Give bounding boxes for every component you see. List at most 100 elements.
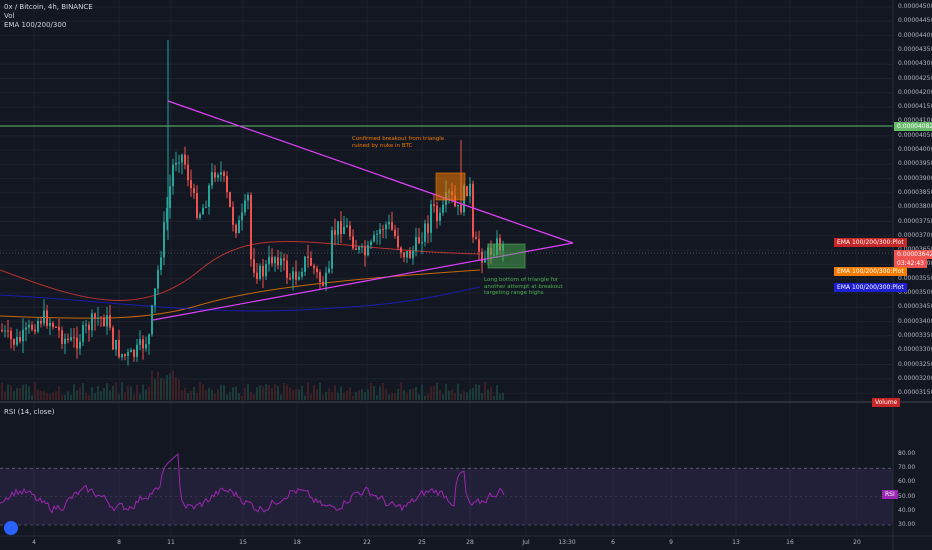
volume-bar xyxy=(271,388,273,400)
price-tick: 0.00003750 xyxy=(898,217,932,225)
ema-indicator-label[interactable]: EMA 100/200/300 xyxy=(4,21,67,29)
volume-indicator-label[interactable]: Vol xyxy=(4,12,15,20)
volume-bar xyxy=(100,391,102,400)
candle-body xyxy=(124,354,126,357)
volume-bar xyxy=(235,386,237,400)
candle-body xyxy=(439,212,441,221)
candle-body xyxy=(28,324,30,328)
volume-bar xyxy=(241,395,243,400)
candle-body xyxy=(79,341,81,349)
volume-bar xyxy=(301,385,303,400)
candle-body xyxy=(265,264,267,277)
candle-body xyxy=(403,252,405,258)
volume-bar xyxy=(1,382,3,400)
candle-body xyxy=(343,226,345,235)
time-axis[interactable]: 4 8 11 15 18 22 25 28 Jul 13:30 6 9 13 16 20 xyxy=(0,536,893,550)
volume-bar xyxy=(181,390,183,400)
volume-bar xyxy=(190,391,192,400)
candle-body xyxy=(154,288,156,306)
candle-body xyxy=(355,248,357,250)
volume-bar xyxy=(502,392,504,400)
candle-body xyxy=(175,162,177,165)
ema-blue-badge: EMA 100/200/300:Plot xyxy=(834,283,907,292)
candle-body xyxy=(4,330,6,332)
volume-bar xyxy=(112,385,114,400)
volume-bar xyxy=(229,392,231,400)
tradingview-logo-icon[interactable] xyxy=(4,521,18,535)
candle-body xyxy=(97,317,99,319)
candle-body xyxy=(190,180,192,189)
candle-body xyxy=(151,305,153,335)
volume-bar xyxy=(7,384,9,400)
breakout-annotation[interactable]: Confirmed breakout from triangle ruined … xyxy=(352,136,445,149)
candle-body xyxy=(52,322,54,327)
volume-bar xyxy=(427,394,429,400)
candle-body xyxy=(106,315,108,327)
candle-body xyxy=(415,237,417,252)
candle-body xyxy=(388,222,390,225)
candle-body xyxy=(187,164,189,181)
volume-bar xyxy=(325,391,327,400)
candle-body xyxy=(319,272,321,282)
volume-badge: Volume xyxy=(872,398,901,407)
time-tick: 4 xyxy=(32,539,36,546)
volume-bar xyxy=(412,388,414,400)
volume-bar xyxy=(94,393,96,400)
candle-body xyxy=(136,344,138,357)
volume-bar xyxy=(40,390,42,400)
rsi-axis[interactable]: 80.00 70.00 60.00 50.00 40.00 30.00 xyxy=(893,402,932,536)
candle-body xyxy=(133,349,135,357)
volume-bar xyxy=(16,388,18,400)
volume-bar xyxy=(55,391,57,400)
candle-body xyxy=(469,183,471,197)
candle-body xyxy=(7,330,9,332)
volume-bar xyxy=(490,386,492,400)
volume-bar xyxy=(388,394,390,400)
price-axis[interactable]: 0.00004500 0.00004450 0.00004400 0.00004350… xyxy=(893,0,932,400)
candle-body xyxy=(244,200,246,213)
volume-bar xyxy=(172,370,174,400)
volume-bar xyxy=(88,395,90,400)
volume-bar xyxy=(313,384,315,400)
price-tick: 0.00003500 xyxy=(898,289,932,296)
rsi-line xyxy=(0,452,505,514)
rsi-tick: 30.00 xyxy=(898,521,916,528)
volume-bar xyxy=(415,386,417,400)
candle-body xyxy=(430,204,432,233)
price-tick: 0.00003700 xyxy=(898,231,932,239)
candle-body xyxy=(34,329,36,332)
volume-bar xyxy=(142,384,144,400)
candle-body xyxy=(472,183,474,238)
volume-bar xyxy=(493,395,495,400)
candle-body xyxy=(163,222,165,258)
volume-bar xyxy=(445,383,447,400)
volume-bar xyxy=(70,394,72,400)
candle-body xyxy=(118,339,120,358)
long-annotation[interactable]: Long bottom of triangle for another atte… xyxy=(484,277,563,296)
volume-bar xyxy=(175,376,177,400)
price-tick: 0.00004200 xyxy=(898,88,932,96)
volume-bar xyxy=(25,384,27,400)
candle-body xyxy=(166,207,168,223)
volume-bar xyxy=(355,392,357,400)
candle-body xyxy=(127,352,129,357)
rsi-indicator-label[interactable]: RSI (14, close) xyxy=(4,408,55,416)
volume-bar xyxy=(259,385,261,400)
candle-body xyxy=(184,154,186,165)
candle-body xyxy=(289,277,291,280)
candle-body xyxy=(352,236,354,249)
volume-bar xyxy=(370,383,372,400)
volume-bar xyxy=(433,385,435,400)
volume-bar xyxy=(487,389,489,400)
volume-bar xyxy=(280,394,282,400)
candle-body xyxy=(412,251,414,259)
candle-body xyxy=(19,336,21,342)
candle-body xyxy=(331,230,333,269)
candle-body xyxy=(115,339,117,350)
volume-bar xyxy=(361,389,363,400)
candle-body xyxy=(70,337,72,341)
volume-bar xyxy=(97,386,99,400)
drawings[interactable] xyxy=(0,100,893,321)
